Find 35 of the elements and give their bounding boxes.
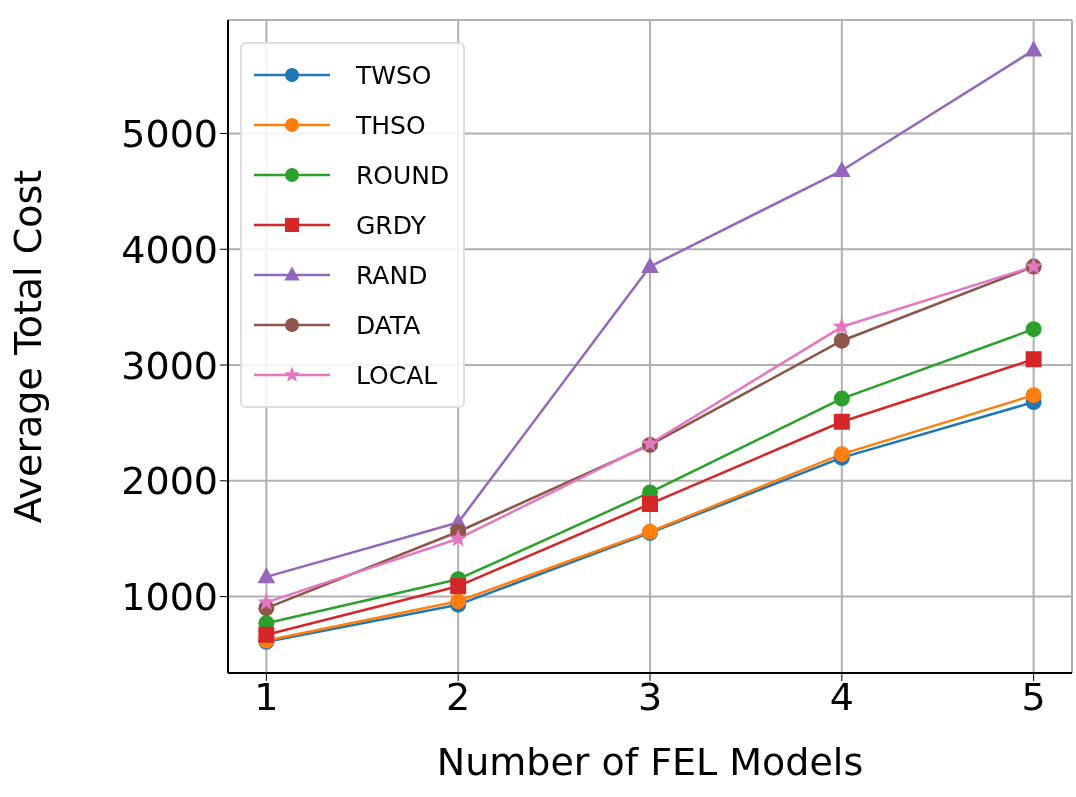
point	[257, 592, 276, 611]
point	[257, 567, 276, 584]
point	[1024, 40, 1043, 57]
x-tick-label: 5	[1021, 674, 1046, 719]
legend-label: LOCAL	[356, 360, 438, 390]
x-axis-title: Number of FEL Models	[436, 740, 864, 784]
y-tick-label: 1000	[121, 575, 218, 620]
legend-label: RAND	[356, 260, 428, 290]
y-tick-label: 3000	[121, 343, 218, 388]
point	[258, 626, 275, 643]
legend-label: THSO	[356, 110, 426, 140]
legend-label: DATA	[356, 310, 421, 340]
legend-label: GRDY	[356, 210, 426, 240]
point	[641, 257, 659, 274]
point	[833, 332, 850, 349]
point	[833, 160, 851, 177]
y-tick-label: 2000	[121, 459, 218, 504]
x-tick-label: 2	[446, 674, 471, 719]
y-tick-label: 4000	[121, 227, 218, 272]
x-tick-label: 1	[254, 674, 279, 719]
legend-label: ROUND	[356, 160, 450, 190]
legend-label: TWSO	[356, 60, 432, 90]
point	[1025, 321, 1042, 338]
point	[1025, 351, 1042, 368]
point	[1025, 387, 1042, 404]
point	[833, 413, 850, 430]
point	[833, 390, 850, 407]
point	[832, 317, 851, 335]
y-tick-label: 5000	[121, 111, 218, 156]
point	[642, 495, 658, 512]
x-tick-label: 4	[829, 674, 854, 719]
point	[450, 578, 467, 595]
y-axis-title: Average Total Cost	[6, 169, 51, 524]
x-tick-label: 3	[637, 674, 663, 719]
point	[449, 529, 468, 547]
